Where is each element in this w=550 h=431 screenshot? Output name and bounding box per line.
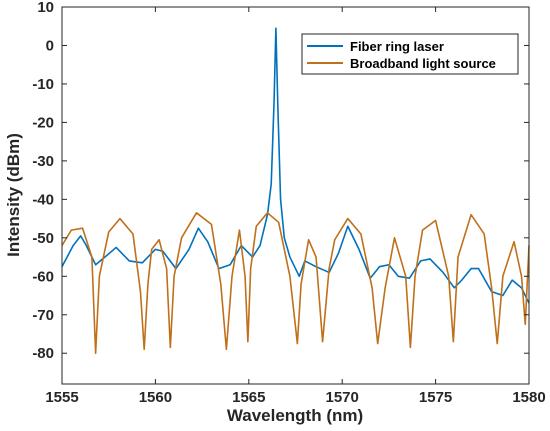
x-tick-label: 1575 [419, 389, 452, 406]
y-tick-label: -20 [32, 114, 54, 131]
y-tick-label: -70 [32, 307, 54, 324]
legend-label-broadband-light-source: Broadband light source [350, 56, 496, 71]
legend-box [301, 33, 519, 75]
y-tick-label: -10 [32, 76, 54, 93]
series-line-broadband-light-source [61, 212, 530, 355]
y-tick-label: -80 [32, 345, 54, 362]
x-tick-label: 1560 [139, 389, 172, 406]
y-tick-label: -60 [32, 268, 54, 285]
x-tick-label: 1580 [512, 389, 545, 406]
legend-label-fiber-ring-laser: Fiber ring laser [350, 39, 444, 54]
y-tick-label: 0 [46, 37, 54, 54]
y-tick-label: -30 [32, 153, 54, 170]
y-tick-label: -40 [32, 191, 54, 208]
x-tick-label: 1555 [45, 389, 78, 406]
y-tick-label: -50 [32, 230, 54, 247]
y-tick-label: 10 [37, 0, 54, 16]
legend: Fiber ring laser Broadband light source [301, 33, 519, 75]
x-tick-label: 1565 [232, 389, 265, 406]
plot-frame [61, 6, 530, 385]
x-tick-label: 1570 [326, 389, 359, 406]
y-axis-label: Intensity (dBm) [4, 133, 23, 257]
x-axis-label: Wavelength (nm) [227, 406, 363, 425]
